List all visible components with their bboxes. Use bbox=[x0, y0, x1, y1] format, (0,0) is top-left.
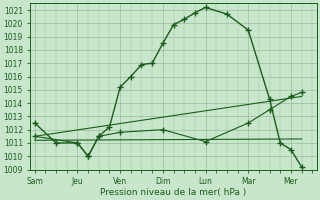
X-axis label: Pression niveau de la mer( hPa ): Pression niveau de la mer( hPa ) bbox=[100, 188, 247, 197]
